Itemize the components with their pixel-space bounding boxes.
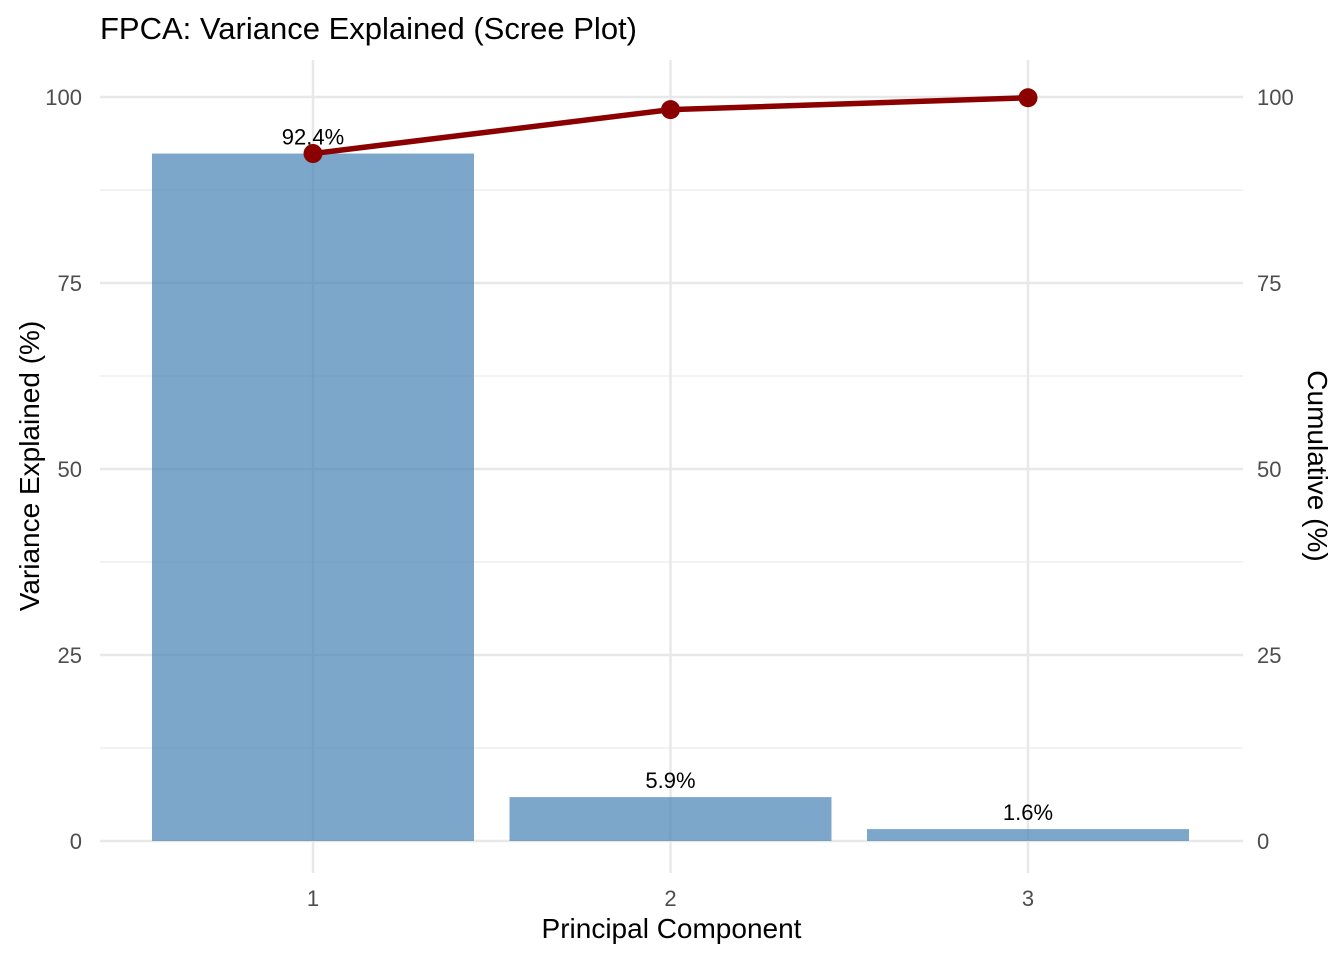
y-axis-tick-label-right: 0	[1257, 829, 1269, 854]
y-axis-tick-label-right: 25	[1257, 643, 1281, 668]
y-axis-tick-label-left: 100	[45, 85, 82, 110]
x-axis-title: Principal Component	[541, 913, 802, 944]
bar-pc2	[509, 797, 832, 841]
bar-value-label: 5.9%	[645, 768, 695, 793]
y-axis-tick-label-right: 75	[1257, 271, 1281, 296]
bar-value-label: 1.6%	[1003, 800, 1053, 825]
y-axis-tick-label-left: 25	[58, 643, 82, 668]
x-axis-tick-label: 1	[307, 886, 319, 911]
right-y-axis-title: Cumulative (%)	[1302, 370, 1333, 562]
bar-pc1	[152, 153, 474, 841]
bar-pc3	[867, 829, 1189, 841]
y-axis-tick-label-right: 100	[1257, 85, 1294, 110]
x-axis-tick-label: 3	[1022, 886, 1034, 911]
y-axis-tick-label-left: 0	[70, 829, 82, 854]
y-axis-tick-label-left: 50	[58, 457, 82, 482]
chart-title: FPCA: Variance Explained (Scree Plot)	[100, 11, 637, 46]
y-axis-tick-label-right: 50	[1257, 457, 1281, 482]
cumulative-point-pc3	[1018, 88, 1038, 108]
left-y-axis-title: Variance Explained (%)	[14, 320, 45, 612]
y-axis-tick-label-left: 75	[58, 271, 82, 296]
cumulative-point-pc2	[661, 100, 680, 120]
cumulative-point-pc1	[303, 144, 323, 164]
x-axis-tick-label: 2	[664, 886, 676, 911]
